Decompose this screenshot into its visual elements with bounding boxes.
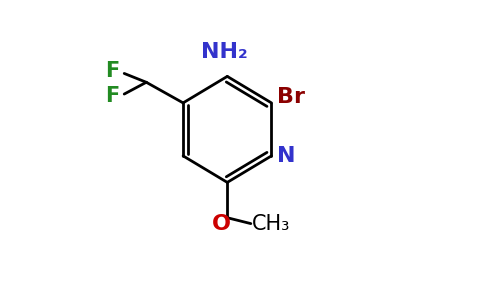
Text: N: N <box>277 146 296 166</box>
Text: CH₃: CH₃ <box>252 214 291 234</box>
Text: F: F <box>105 85 119 106</box>
Text: Br: Br <box>277 87 305 107</box>
Text: F: F <box>105 61 119 81</box>
Text: O: O <box>212 214 231 234</box>
Text: NH₂: NH₂ <box>201 42 248 62</box>
